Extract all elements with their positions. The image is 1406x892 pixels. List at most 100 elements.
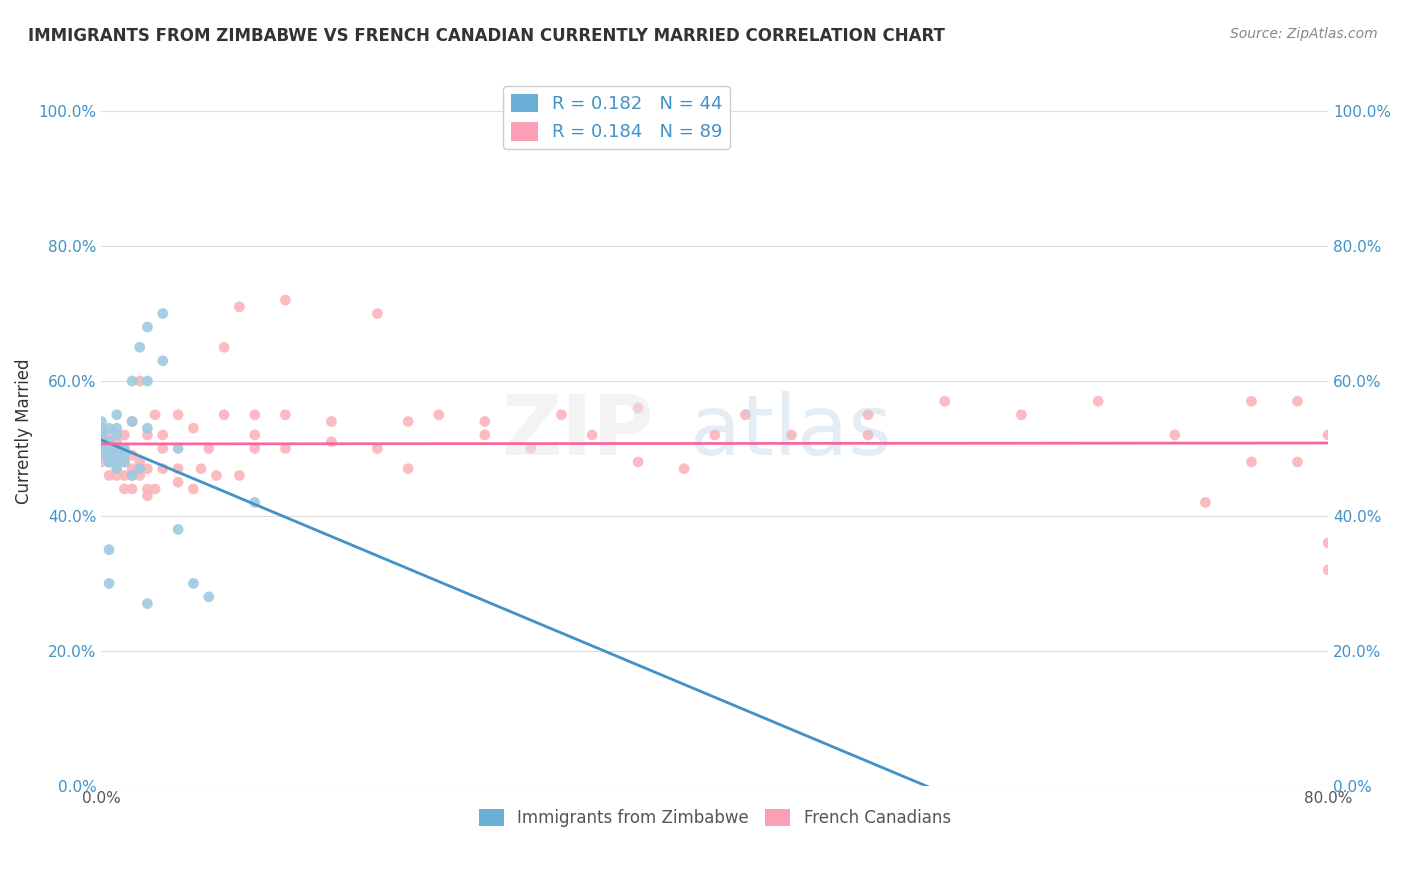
Point xyxy=(90,421,112,435)
Point xyxy=(98,455,121,469)
Point xyxy=(734,408,756,422)
Point xyxy=(321,415,343,429)
Text: IMMIGRANTS FROM ZIMBABWE VS FRENCH CANADIAN CURRENTLY MARRIED CORRELATION CHART: IMMIGRANTS FROM ZIMBABWE VS FRENCH CANAD… xyxy=(28,27,945,45)
Point xyxy=(243,495,266,509)
Point xyxy=(105,442,128,456)
Point xyxy=(98,468,121,483)
Point xyxy=(90,448,112,462)
Point xyxy=(98,434,121,449)
Point xyxy=(112,468,135,483)
Point xyxy=(112,455,135,469)
Point xyxy=(112,482,135,496)
Point xyxy=(105,408,128,422)
Point xyxy=(105,448,128,462)
Point xyxy=(167,523,190,537)
Point xyxy=(105,468,128,483)
Point xyxy=(98,428,121,442)
Point xyxy=(856,428,879,442)
Point xyxy=(321,434,343,449)
Point xyxy=(128,374,150,388)
Point xyxy=(243,428,266,442)
Point xyxy=(98,542,121,557)
Point xyxy=(520,442,543,456)
Point xyxy=(427,408,450,422)
Point xyxy=(136,461,159,475)
Point xyxy=(183,576,205,591)
Point xyxy=(136,421,159,435)
Point xyxy=(197,590,219,604)
Point xyxy=(581,428,603,442)
Point xyxy=(212,408,235,422)
Text: atlas: atlas xyxy=(690,391,891,472)
Point xyxy=(90,428,112,442)
Point xyxy=(121,374,143,388)
Point xyxy=(136,374,159,388)
Point xyxy=(183,482,205,496)
Point xyxy=(98,455,121,469)
Point xyxy=(98,455,121,469)
Point xyxy=(183,421,205,435)
Point xyxy=(105,434,128,449)
Point xyxy=(673,461,696,475)
Y-axis label: Currently Married: Currently Married xyxy=(15,359,32,504)
Point xyxy=(98,442,121,456)
Point xyxy=(396,415,419,429)
Point xyxy=(98,576,121,591)
Point xyxy=(152,428,174,442)
Point xyxy=(152,307,174,321)
Text: Source: ZipAtlas.com: Source: ZipAtlas.com xyxy=(1230,27,1378,41)
Point xyxy=(366,442,388,456)
Point xyxy=(243,442,266,456)
Point xyxy=(90,428,112,442)
Point xyxy=(143,482,166,496)
Point xyxy=(105,428,128,442)
Point xyxy=(1164,428,1187,442)
Point xyxy=(121,468,143,483)
Point xyxy=(90,428,112,442)
Point xyxy=(121,482,143,496)
Point xyxy=(627,401,650,415)
Point xyxy=(128,461,150,475)
Point xyxy=(780,428,803,442)
Point xyxy=(121,468,143,483)
Point xyxy=(105,421,128,435)
Point xyxy=(366,307,388,321)
Point xyxy=(190,461,212,475)
Point xyxy=(90,434,112,449)
Point xyxy=(143,408,166,422)
Point xyxy=(98,421,121,435)
Point xyxy=(152,442,174,456)
Point xyxy=(167,408,190,422)
Point xyxy=(90,434,112,449)
Point xyxy=(274,442,297,456)
Point xyxy=(128,468,150,483)
Point xyxy=(90,434,112,449)
Point xyxy=(1010,408,1032,422)
Point xyxy=(128,455,150,469)
Point xyxy=(274,293,297,307)
Point xyxy=(112,455,135,469)
Point xyxy=(197,442,219,456)
Point xyxy=(1240,394,1263,409)
Point xyxy=(105,455,128,469)
Point xyxy=(90,442,112,456)
Point xyxy=(112,448,135,462)
Point xyxy=(167,442,190,456)
Point xyxy=(98,448,121,462)
Point xyxy=(136,597,159,611)
Point xyxy=(1286,455,1309,469)
Point xyxy=(90,442,112,456)
Point xyxy=(152,353,174,368)
Point xyxy=(934,394,956,409)
Point xyxy=(105,455,128,469)
Point xyxy=(1317,428,1340,442)
Point xyxy=(1240,455,1263,469)
Point xyxy=(121,448,143,462)
Point xyxy=(205,468,228,483)
Point xyxy=(1194,495,1216,509)
Point xyxy=(167,461,190,475)
Point xyxy=(98,448,121,462)
Point xyxy=(121,415,143,429)
Point xyxy=(474,415,496,429)
Point xyxy=(1317,536,1340,550)
